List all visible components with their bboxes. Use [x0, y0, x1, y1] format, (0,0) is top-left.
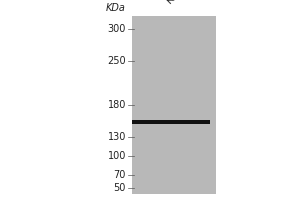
Bar: [132, 16, 216, 194]
Text: 130: 130: [108, 132, 126, 142]
Text: 70: 70: [114, 170, 126, 180]
Bar: [132, 120, 210, 124]
Text: 180: 180: [108, 100, 126, 110]
Text: 100: 100: [108, 151, 126, 161]
Text: KDa: KDa: [106, 3, 126, 13]
Text: K562: K562: [164, 0, 191, 5]
Text: 300: 300: [108, 24, 126, 34]
Text: 250: 250: [107, 55, 126, 66]
Text: 50: 50: [114, 183, 126, 193]
